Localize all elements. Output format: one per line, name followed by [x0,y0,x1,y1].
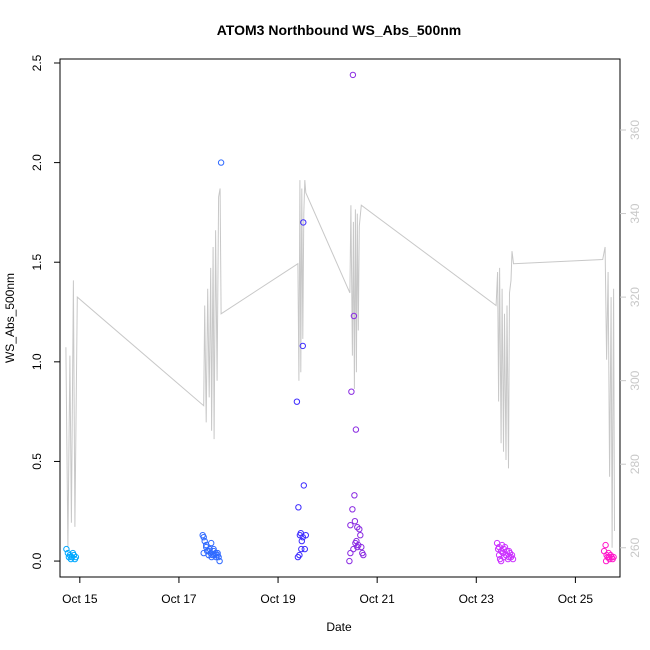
scatter-point [497,557,505,565]
scatter-point [356,526,363,533]
scatter-point [299,534,306,541]
y-tick-label: 1.5 [30,254,44,271]
y-tick-label: 1.0 [30,353,44,370]
scatter-point [298,545,305,553]
scatter-point [72,553,80,561]
scatter-point [201,537,208,545]
scatter-point [349,506,356,513]
scatter-point [214,549,221,557]
scatter-point [298,537,305,545]
scatter-series [199,159,225,565]
right-tick-label: 360 [628,120,642,140]
scatter-series [293,219,309,561]
scatter-point [357,532,364,539]
right-tick-label: 340 [628,203,642,223]
scatter-series [493,539,517,565]
scatter-point [212,549,219,557]
scatter-series [63,545,80,563]
x-tick-label: Oct 19 [260,592,296,606]
y-tick-label: 2.5 [30,54,44,71]
y-tick-label: 0.0 [30,552,44,569]
right-axis-line [65,180,615,548]
right-tick-label: 320 [628,287,642,307]
scatter-point [296,551,303,559]
scatter-point [347,522,354,529]
scatter-point [347,549,354,557]
scatter-point [354,524,361,531]
scatter-point [508,551,516,559]
right-tick-label: 260 [628,537,642,557]
scatter-point [301,545,308,553]
y-tick-label: 2.0 [30,154,44,171]
x-axis: Oct 15 Oct 17 Oct 19 Oct 21 Oct 23 Oct 25 [62,577,593,606]
x-tick-label: Oct 25 [558,592,594,606]
x-axis-label: Date [326,620,352,634]
y-axis: 0.0 0.5 1.0 1.5 2.0 2.5 [30,54,60,569]
scatter-series [346,71,367,565]
scatter-point [208,539,215,547]
right-tick-label: 280 [628,454,642,474]
scatter-point [217,159,225,166]
scatter-point [509,555,517,563]
x-tick-label: Oct 15 [62,592,98,606]
right-axis-line-series [65,180,615,548]
scatter-point [300,219,307,226]
scatter-point [602,557,610,565]
scatter-point [349,71,357,79]
scatter-point [602,541,609,549]
scatter-point [351,492,358,499]
scatter-point [505,547,513,555]
scatter-point [610,553,617,561]
scatter-series [600,541,617,565]
scatter-point [293,398,301,405]
scatter-point [295,504,302,511]
scatter-point [300,482,307,489]
scatter-point [216,557,223,565]
scatter-point [605,553,613,561]
scatter-point [63,545,70,553]
scatter-point [351,518,359,525]
scatter-point [360,551,367,559]
y-tick-label: 0.5 [30,453,44,470]
x-tick-label: Oct 23 [459,592,495,606]
scatter-point [299,342,306,350]
scatter-point [358,543,365,551]
scatter-point [352,539,359,547]
chart-title: ATOM3 Northbound WS_Abs_500nm [217,22,462,38]
right-axis: 260 280 300 320 340 360 [620,120,642,558]
scatter-point [352,426,360,433]
scatter-point [348,388,355,395]
scatter-point [350,312,358,320]
scatter-point [70,551,78,559]
x-tick-label: Oct 17 [161,592,197,606]
scatter-point [354,543,361,551]
plot-frame [59,58,621,578]
scatter-series-group [63,71,617,565]
x-tick-label: Oct 21 [359,592,395,606]
scatter-point [346,557,353,565]
scatter-point [605,549,612,557]
scatter-point [200,534,207,541]
y-axis-label: WS_Abs_500nm [3,273,17,363]
scatter-point [214,551,221,559]
right-tick-label: 300 [628,370,642,390]
